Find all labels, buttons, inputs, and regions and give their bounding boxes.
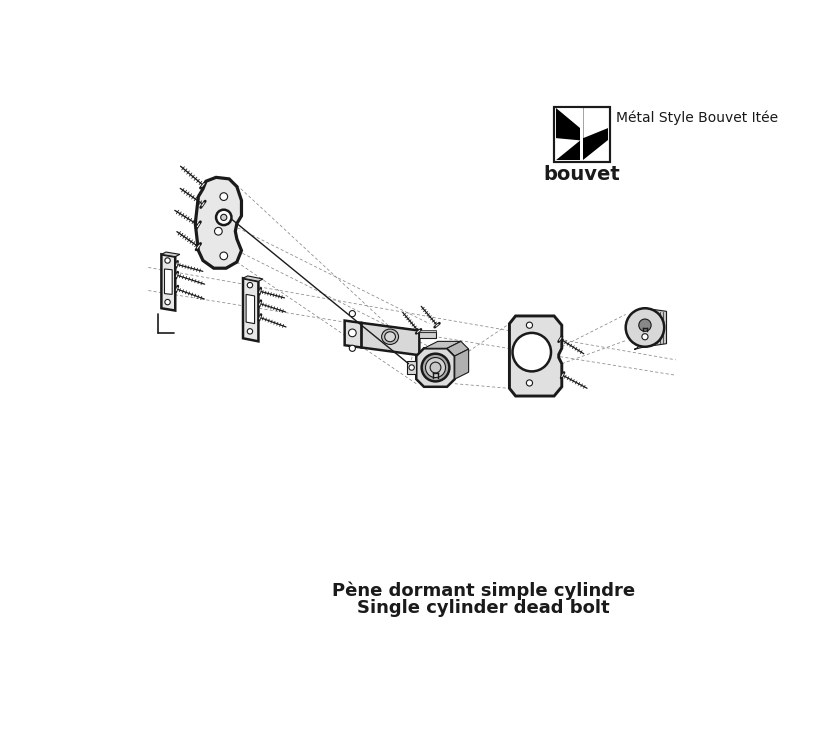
Circle shape <box>526 380 533 386</box>
Text: Pène dormant simple cylindre: Pène dormant simple cylindre <box>332 582 635 600</box>
Polygon shape <box>246 295 254 323</box>
Polygon shape <box>161 252 179 257</box>
Circle shape <box>642 334 648 340</box>
Polygon shape <box>583 108 608 138</box>
Polygon shape <box>416 349 455 387</box>
Circle shape <box>526 322 533 329</box>
Circle shape <box>248 329 253 334</box>
Circle shape <box>248 283 253 288</box>
Circle shape <box>220 192 228 201</box>
Polygon shape <box>447 341 469 356</box>
Circle shape <box>626 309 664 347</box>
Circle shape <box>214 227 222 235</box>
Circle shape <box>220 252 228 260</box>
Polygon shape <box>583 141 608 161</box>
Polygon shape <box>645 309 666 347</box>
Bar <box>420 332 436 338</box>
Circle shape <box>348 329 356 337</box>
Circle shape <box>165 300 170 305</box>
Circle shape <box>409 365 415 370</box>
Bar <box>554 107 609 162</box>
Polygon shape <box>634 309 664 349</box>
Circle shape <box>425 357 445 377</box>
Polygon shape <box>455 349 469 379</box>
Polygon shape <box>345 320 420 331</box>
Circle shape <box>421 354 450 381</box>
Text: Métal Style Bouvet Itée: Métal Style Bouvet Itée <box>616 110 778 125</box>
Polygon shape <box>243 276 263 281</box>
Polygon shape <box>195 178 242 268</box>
Polygon shape <box>345 320 361 348</box>
Polygon shape <box>509 316 562 396</box>
Polygon shape <box>424 341 461 349</box>
Text: Single cylinder dead bolt: Single cylinder dead bolt <box>357 599 610 616</box>
Bar <box>420 330 436 332</box>
Circle shape <box>430 362 441 373</box>
Polygon shape <box>407 361 416 374</box>
Ellipse shape <box>381 329 399 344</box>
Polygon shape <box>165 269 172 295</box>
Polygon shape <box>243 278 258 341</box>
Bar <box>554 107 609 162</box>
Circle shape <box>513 333 551 371</box>
Polygon shape <box>556 108 580 161</box>
Circle shape <box>349 311 356 317</box>
Polygon shape <box>556 108 580 128</box>
Text: bouvet: bouvet <box>543 165 620 184</box>
Polygon shape <box>556 138 580 161</box>
Polygon shape <box>361 323 420 355</box>
Polygon shape <box>583 108 608 161</box>
Circle shape <box>221 215 227 221</box>
Circle shape <box>165 258 170 263</box>
Ellipse shape <box>385 332 396 342</box>
Circle shape <box>349 345 356 352</box>
Polygon shape <box>161 255 175 311</box>
Circle shape <box>639 319 652 332</box>
Circle shape <box>216 209 232 225</box>
